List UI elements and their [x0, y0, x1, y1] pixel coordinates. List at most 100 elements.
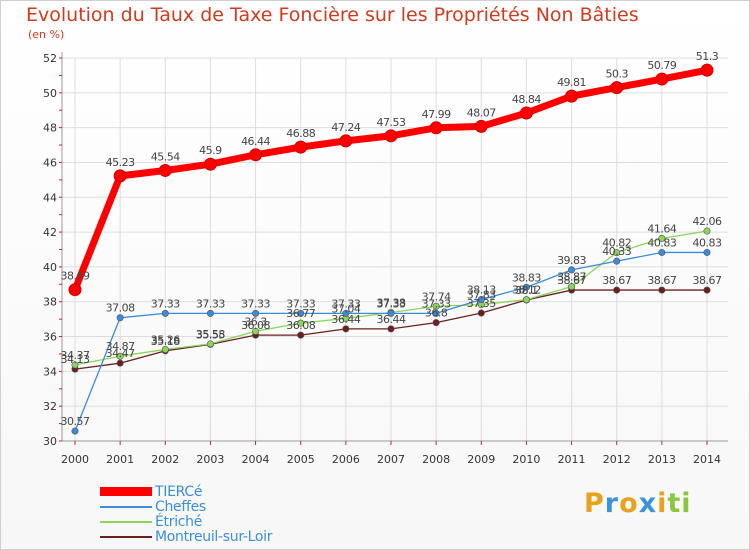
data-label: 36.3: [244, 315, 267, 328]
data-label: 45.9: [199, 144, 222, 157]
chart-title: Evolution du Taux de Taxe Foncière sur l…: [26, 4, 639, 26]
data-label: 37.74: [422, 290, 451, 303]
series-1-point: [700, 63, 714, 77]
data-label: 38.87: [557, 271, 586, 284]
legend-swatch: [100, 535, 152, 538]
x-tick-label: 2003: [196, 453, 224, 466]
logo-letter: r: [604, 488, 620, 519]
data-label: 35.26: [151, 333, 180, 346]
data-label: 36.44: [331, 313, 360, 326]
legend-label: Cheffes: [155, 498, 206, 515]
data-label: 50.79: [647, 59, 676, 72]
x-tick-label: 2006: [332, 453, 360, 466]
x-tick-label: 2014: [693, 453, 721, 466]
series-4-point: [703, 286, 711, 294]
series-2-point: [252, 309, 260, 317]
legend-swatch: [100, 505, 152, 508]
data-label: 49.81: [557, 76, 586, 89]
data-label: 37.35: [467, 297, 496, 310]
series-4-point: [297, 331, 305, 339]
legend-label: TIERCé: [155, 483, 203, 500]
series-2-point: [342, 309, 350, 317]
series-1-point: [655, 72, 669, 86]
series-1-point: [610, 81, 624, 95]
legend-label: Étriché: [155, 513, 203, 530]
series-2-point: [206, 309, 214, 317]
series-1-point: [339, 134, 353, 148]
x-tick-label: 2007: [377, 453, 405, 466]
data-label: 48.84: [512, 93, 541, 106]
chart-plot: 30 32 34 36 38 40 42 44 46 48 50 52 2000 2001 2002 2003…: [43, 50, 728, 466]
legend-item: Étriché: [100, 513, 272, 530]
data-label: 37.08: [106, 302, 135, 315]
x-tick-label: 2008: [422, 453, 450, 466]
data-label: 40.82: [602, 237, 631, 250]
data-label: 46.88: [286, 127, 315, 140]
y-tick-label: 36: [43, 331, 57, 344]
data-label: 41.64: [647, 222, 676, 235]
series-2-point: [703, 248, 711, 256]
y-tick-label: 42: [43, 226, 57, 239]
x-tick-label: 2005: [287, 453, 315, 466]
data-label: 47.99: [422, 108, 451, 121]
legend: TIERCé Cheffes Étriché Montreuil-sur-Loir: [100, 483, 273, 545]
series-4-point: [613, 286, 621, 294]
x-tick-label: 2002: [151, 453, 179, 466]
logo-letter: i: [681, 488, 692, 519]
data-label: 35.58: [196, 328, 225, 341]
data-label: 37.38: [377, 297, 406, 310]
series-2-point: [522, 283, 530, 291]
data-label: 39.83: [557, 254, 586, 267]
x-tick-label: 2004: [242, 453, 270, 466]
x-tick-label: 2012: [603, 453, 631, 466]
y-tick-label: 30: [43, 435, 57, 448]
series-4-point: [658, 286, 666, 294]
data-label: 37.04: [331, 302, 360, 315]
y-tick-label: 40: [43, 261, 57, 274]
data-label: 30.57: [61, 415, 90, 428]
data-label: 40.83: [693, 236, 722, 249]
series-1-point: [203, 157, 217, 171]
series-1-point: [294, 140, 308, 154]
x-tick-label: 2011: [558, 453, 586, 466]
series-2-point: [387, 309, 395, 317]
data-label: 37.33: [286, 297, 315, 310]
series-1-point: [519, 106, 533, 120]
series-3-point: [613, 249, 621, 257]
x-tick-label: 2009: [467, 453, 495, 466]
series-3-point: [116, 352, 124, 360]
data-label: 35.18: [151, 335, 180, 348]
series-1-point: [249, 148, 263, 162]
series-3-point: [206, 340, 214, 348]
series-4-point: [342, 325, 350, 333]
data-label: 37.33: [151, 297, 180, 310]
series-3-point: [252, 327, 260, 335]
series-4-point: [116, 359, 124, 367]
x-tick-label: 2010: [512, 453, 540, 466]
logo-letter: o: [619, 488, 639, 519]
series-3-point: [568, 283, 576, 291]
data-label: 36.08: [286, 319, 315, 332]
series-3-point: [703, 227, 711, 235]
logo-letter: x: [638, 488, 658, 519]
logo-letter: t: [667, 488, 682, 519]
series-2-point: [613, 257, 621, 265]
logo-letter: P: [584, 488, 605, 519]
data-label: 50.3: [605, 68, 628, 81]
data-label: 37.33: [331, 297, 360, 310]
x-tick-label: 2001: [106, 453, 134, 466]
series-2-point: [116, 314, 124, 322]
legend-label: Montreuil-sur-Loir: [155, 528, 273, 545]
series-2-point: [432, 309, 440, 317]
y-tick-label: 52: [43, 52, 57, 65]
data-label: 45.23: [106, 156, 135, 169]
data-label: 47.53: [377, 116, 406, 129]
series-2-point: [477, 295, 485, 303]
series-1-point: [68, 283, 82, 297]
data-label: 34.13: [61, 353, 90, 366]
x-tick-label: 2013: [648, 453, 676, 466]
legend-item: Montreuil-sur-Loir: [100, 528, 273, 545]
series-3-point: [432, 302, 440, 310]
data-label: 35.55: [196, 328, 225, 341]
data-label: 37.33: [377, 297, 406, 310]
